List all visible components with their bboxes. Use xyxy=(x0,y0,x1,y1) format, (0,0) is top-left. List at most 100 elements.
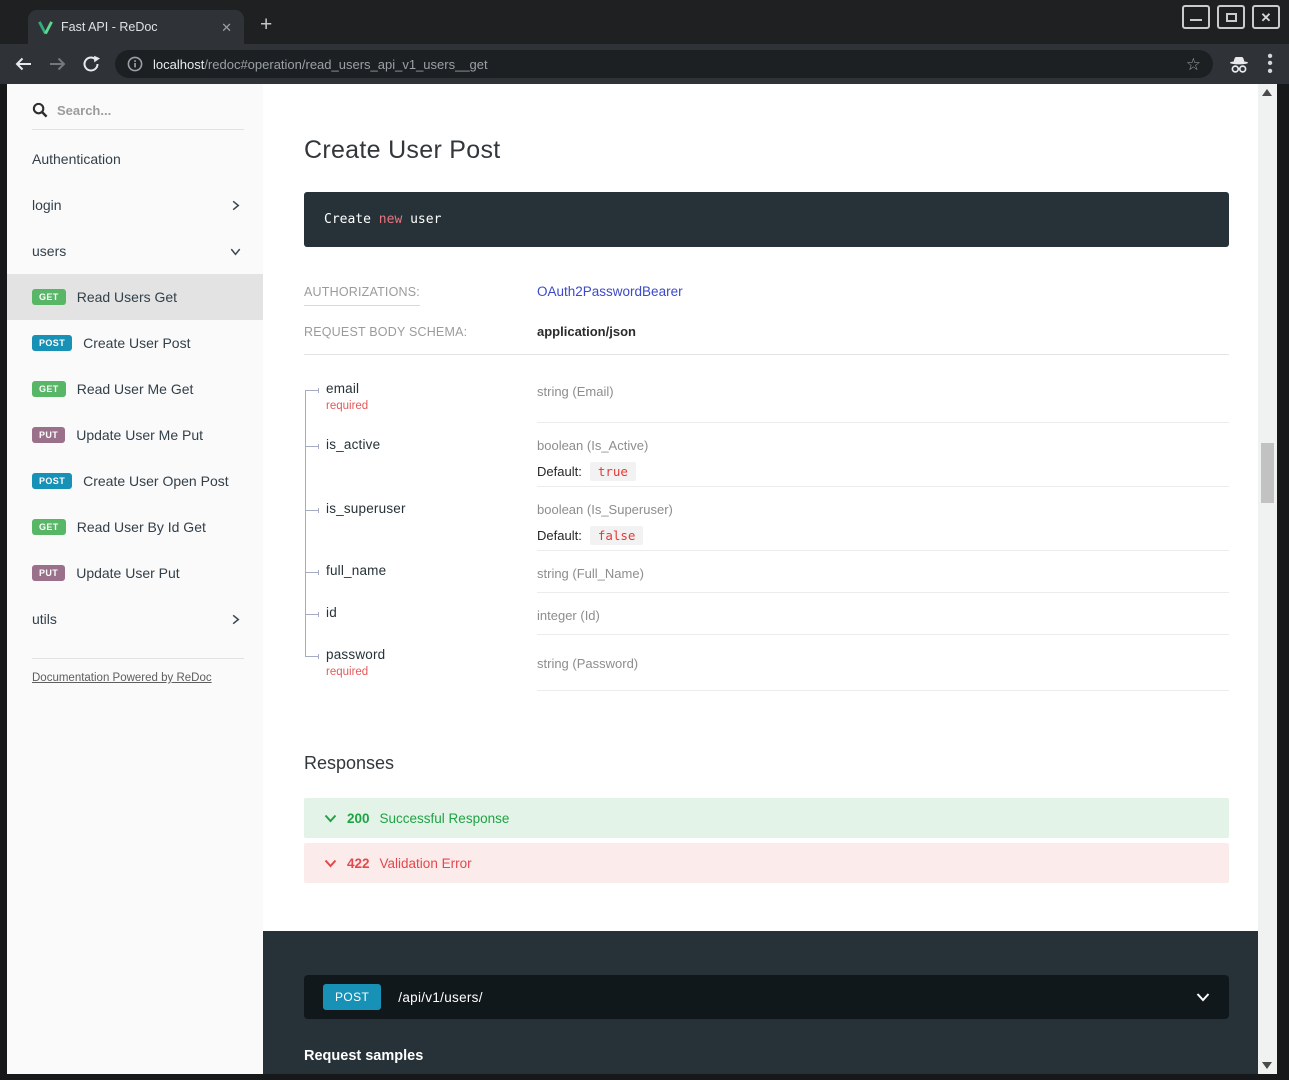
chevron-right-icon xyxy=(228,612,243,627)
sidebar-item-update-user-put[interactable]: PUT Update User Put xyxy=(7,550,263,596)
responses-heading: Responses xyxy=(304,753,395,773)
request-samples-heading: Request samples xyxy=(304,1048,424,1064)
field-required-flag: required xyxy=(326,666,369,678)
method-badge-put: PUT xyxy=(32,565,66,581)
main-content: Create User Post Create new user AUTHORI… xyxy=(263,84,1258,1074)
redoc-footer-link[interactable]: Documentation Powered by ReDoc xyxy=(32,672,212,684)
window-maximize-button[interactable] xyxy=(1217,5,1245,29)
request-body-schema-label: REQUEST BODY SCHEMA: xyxy=(304,325,468,339)
field-name[interactable]: is_superuser xyxy=(326,501,406,516)
request-body-content-type: application/json xyxy=(537,324,636,339)
description-text: user xyxy=(402,212,442,227)
field-type: boolean (Is_Active) xyxy=(537,438,649,453)
sidebar-group-label: utils xyxy=(32,611,57,627)
chevron-down-icon xyxy=(228,244,243,259)
sidebar-item-read-user-me-get[interactable]: GET Read User Me Get xyxy=(7,366,263,412)
field-name[interactable]: id xyxy=(326,605,337,620)
endpoint-dropdown[interactable]: POST /api/v1/users/ xyxy=(304,975,1229,1019)
schema-tree-line xyxy=(305,390,306,656)
sidebar-item-utils[interactable]: utils xyxy=(7,596,263,642)
schema-row-is-active: is_active boolean (Is_Active) Default: t… xyxy=(304,423,1229,487)
sidebar-item-users[interactable]: users xyxy=(7,228,263,274)
page-title: Create User Post xyxy=(304,136,501,164)
operation-label: Read User By Id Get xyxy=(76,519,206,535)
field-type: string (Email) xyxy=(537,384,614,399)
default-value: false xyxy=(589,526,644,545)
bookmark-star-icon[interactable]: ☆ xyxy=(1185,54,1201,74)
scroll-up-arrow-icon[interactable] xyxy=(1262,89,1272,96)
operation-label: Update User Put xyxy=(76,565,180,581)
window-frame-bottom xyxy=(0,1074,1289,1080)
browser-menu-icon[interactable]: • • • xyxy=(1267,48,1273,80)
browser-titlebar: Fast API - ReDoc ✕ + ✕ xyxy=(0,0,1289,44)
window-close-button[interactable]: ✕ xyxy=(1252,5,1280,29)
site-info-icon[interactable] xyxy=(127,56,143,72)
default-value: true xyxy=(589,462,636,481)
chevron-down-icon xyxy=(324,859,337,868)
field-type: string (Password) xyxy=(537,656,639,671)
scroll-down-arrow-icon[interactable] xyxy=(1262,1062,1272,1069)
tab-close-icon[interactable]: ✕ xyxy=(221,19,232,35)
operation-label: Update User Me Put xyxy=(76,427,204,443)
method-badge-put: PUT xyxy=(32,427,66,443)
description-text: Create xyxy=(324,212,379,227)
url-bar[interactable]: localhost/redoc#operation/read_users_api… xyxy=(115,50,1213,78)
operation-label: Create User Post xyxy=(83,335,191,351)
method-badge-post: POST xyxy=(323,984,382,1010)
field-type: integer (Id) xyxy=(537,608,600,623)
operation-description-code: Create new user xyxy=(304,192,1229,247)
window-minimize-button[interactable] xyxy=(1182,5,1210,29)
sidebar-group-label: login xyxy=(32,197,62,213)
sidebar-item-login[interactable]: login xyxy=(7,182,263,228)
sidebar-item-read-user-by-id-get[interactable]: GET Read User By Id Get xyxy=(7,504,263,550)
operation-label: Read User Me Get xyxy=(76,381,194,397)
schema-row-password: password required string (Password) xyxy=(304,635,1229,691)
default-label: Default: xyxy=(537,528,582,543)
search-input[interactable] xyxy=(57,102,207,118)
scrollbar-thumb[interactable] xyxy=(1261,443,1274,503)
method-badge-post: POST xyxy=(32,473,73,489)
field-name[interactable]: email xyxy=(326,381,360,396)
url-text[interactable]: localhost/redoc#operation/read_users_api… xyxy=(153,57,1176,72)
response-200-row[interactable]: 200 Successful Response xyxy=(304,798,1229,838)
maximize-icon xyxy=(1225,12,1237,22)
schema-row-is-superuser: is_superuser boolean (Is_Superuser) Defa… xyxy=(304,487,1229,551)
field-name[interactable]: password xyxy=(326,647,386,662)
close-icon: ✕ xyxy=(1260,9,1272,25)
tab-title: Fast API - ReDoc xyxy=(61,20,158,34)
sidebar-item-create-user-open-post[interactable]: POST Create User Open Post xyxy=(7,458,263,504)
minimize-icon xyxy=(1190,19,1202,21)
oauth2-link[interactable]: OAuth2PasswordBearer xyxy=(537,284,683,299)
browser-tab[interactable]: Fast API - ReDoc ✕ xyxy=(28,10,244,44)
incognito-icon xyxy=(1228,55,1250,74)
field-type: string (Full_Name) xyxy=(537,566,644,581)
default-label: Default: xyxy=(537,464,582,479)
new-tab-button[interactable]: + xyxy=(260,13,273,36)
field-type: boolean (Is_Superuser) xyxy=(537,502,673,517)
chevron-down-icon xyxy=(324,814,337,823)
sidebar-item-create-user-post[interactable]: POST Create User Post xyxy=(7,320,263,366)
sidebar-item-authentication[interactable]: Authentication xyxy=(7,136,263,182)
response-422-row[interactable]: 422 Validation Error xyxy=(304,843,1229,883)
chevron-down-icon xyxy=(1196,992,1210,1002)
search-icon xyxy=(32,102,48,118)
sidebar-group-label: Authentication xyxy=(32,151,121,167)
schema-row-full-name: full_name string (Full_Name) xyxy=(304,551,1229,593)
sidebar-divider xyxy=(32,658,244,659)
response-label: Successful Response xyxy=(379,810,510,826)
field-name[interactable]: is_active xyxy=(326,437,381,452)
reload-button[interactable] xyxy=(82,55,100,73)
window-frame-right xyxy=(1277,84,1289,1074)
description-keyword: new xyxy=(378,212,403,227)
method-badge-get: GET xyxy=(32,381,66,397)
sidebar-item-update-user-me-put[interactable]: PUT Update User Me Put xyxy=(7,412,263,458)
response-code: 422 xyxy=(347,855,370,871)
method-badge-post: POST xyxy=(32,335,73,351)
field-name[interactable]: full_name xyxy=(326,563,387,578)
sidebar-item-read-users-get[interactable]: GET Read Users Get xyxy=(7,274,263,320)
forward-button[interactable] xyxy=(48,56,67,72)
search-box[interactable] xyxy=(32,94,244,130)
back-button[interactable] xyxy=(14,56,33,72)
response-code: 200 xyxy=(347,810,370,826)
page-scrollbar[interactable] xyxy=(1258,84,1277,1074)
